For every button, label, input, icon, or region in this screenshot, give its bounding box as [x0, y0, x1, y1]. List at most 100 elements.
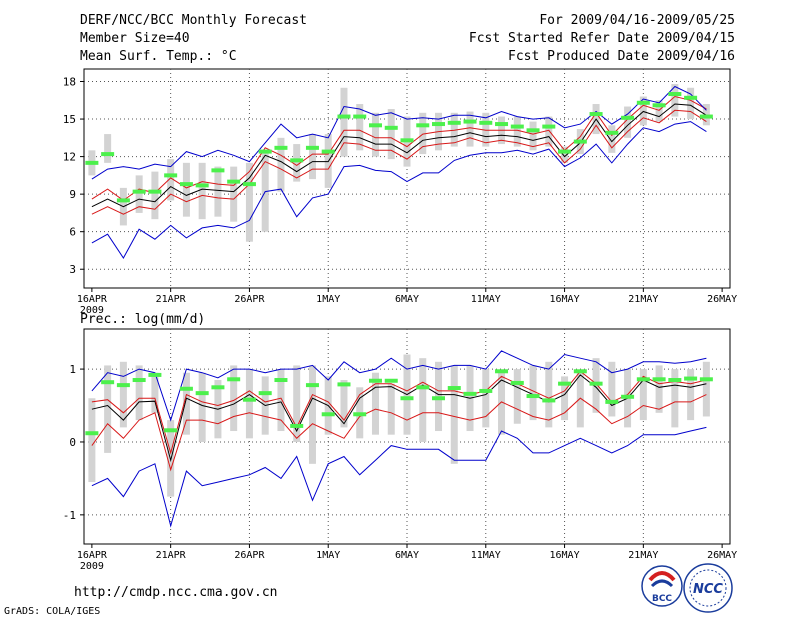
precip-range-box [387, 383, 395, 435]
precip-x-tick-label: 1MAY [316, 550, 340, 561]
precip-member-marker [621, 394, 635, 399]
temp-member-marker [479, 120, 493, 125]
precip-range-box [104, 365, 112, 453]
temp-y-tick-label: 9 [69, 188, 76, 201]
temp-range-box [419, 112, 427, 155]
temp-x-tick-label: 16APR [77, 294, 108, 305]
temp-series-mean-spread [91, 95, 707, 202]
footer-url: http://cmdp.ncc.cma.gov.cn [74, 585, 278, 600]
temp-member-marker [432, 122, 446, 127]
precipitation-panel: -1 0 1 16APR 21APR 26APR 1MAY 6MAY 11MAY 16MAY 21M… [63, 328, 737, 572]
precip-range-box [561, 376, 569, 421]
ncc-logo-text: NCC [693, 582, 723, 597]
temp-range-box [214, 166, 222, 217]
precip-member-marker [558, 381, 572, 386]
temp-range-box [198, 162, 206, 220]
temp-range-box [387, 109, 395, 160]
forecast-period: For 2009/04/16-2009/05/25 [539, 13, 735, 28]
precip-range-box [450, 365, 458, 464]
temp-member-marker [652, 103, 666, 108]
precip-range-box [198, 372, 206, 442]
temp-member-marker [321, 149, 335, 154]
temp-range-box [261, 150, 269, 232]
precip-range-box [293, 365, 301, 442]
temp-member-marker [526, 128, 540, 133]
precip-x-tick-label: 26MAY [707, 550, 737, 561]
precip-series-mean [91, 374, 707, 463]
precip-member-marker [699, 377, 713, 382]
precip-range-box [308, 365, 316, 464]
temp-range-box [135, 175, 143, 213]
temp-x-tick-label: 16MAY [550, 294, 580, 305]
bcc-logo-text: BCC [652, 594, 672, 604]
temp-y-tick-label: 15 [63, 113, 76, 126]
temp-range-box [639, 96, 647, 126]
temp-member-marker [400, 138, 414, 143]
temp-member-marker [368, 123, 382, 128]
precip-range-box [340, 380, 348, 428]
temp-member-marker [447, 120, 461, 125]
temp-x-tick-label: 21APR [156, 294, 187, 305]
temp-member-marker [148, 189, 162, 194]
temp-member-marker [495, 122, 509, 127]
precip-range-box [482, 369, 490, 428]
temp-range-box [608, 125, 616, 153]
temp-member-marker [621, 115, 635, 120]
temp-member-marker [337, 114, 351, 119]
temp-range-box [245, 162, 253, 242]
temp-range-box [671, 84, 679, 117]
temp-member-marker [573, 139, 587, 144]
bcc-logo: BCC [641, 565, 683, 607]
precip-y-tick-label: -1 [63, 509, 76, 522]
temp-member-marker [384, 125, 398, 130]
precip-member-marker [290, 423, 304, 428]
temp-range-box [655, 100, 663, 122]
precip-member-marker [510, 380, 524, 385]
temp-member-marker [132, 189, 146, 194]
precip-member-marker [321, 412, 335, 417]
precip-member-marker [479, 388, 493, 393]
temp-range-box [561, 146, 569, 163]
precip-member-marker [337, 382, 351, 387]
precip-member-marker [636, 377, 650, 382]
temp-member-marker [85, 160, 99, 165]
precip-x-tick-label: 21APR [156, 550, 187, 561]
temp-range-box [513, 116, 521, 147]
precip-range-box [277, 369, 285, 432]
temp-member-marker [179, 182, 193, 187]
precip-member-marker [227, 377, 241, 382]
temp-member-marker [510, 124, 524, 129]
temp-member-marker [636, 100, 650, 105]
temp-member-marker [211, 168, 225, 173]
precip-y-tick-label: 0 [69, 436, 76, 449]
temp-year-label: 2009 [80, 305, 104, 316]
temp-member-marker [558, 149, 572, 154]
temp-member-marker [227, 179, 241, 184]
temp-member-marker [542, 124, 556, 129]
precip-range-box [545, 361, 553, 428]
precip-range-box [230, 365, 238, 432]
temp-series-mean [91, 103, 707, 208]
precip-series-mean-spread [91, 370, 707, 455]
precip-range-box [498, 372, 506, 435]
precip-series-mean-spread [91, 394, 707, 472]
precip-member-marker [384, 378, 398, 383]
precip-range-box [687, 369, 695, 421]
temp-variable-label: Mean Surf. Temp.: °C [80, 49, 237, 64]
temp-range-box [466, 111, 474, 147]
temp-range-box [277, 137, 285, 192]
temp-range-box [529, 121, 537, 151]
temp-range-box [340, 87, 348, 157]
precip-member-marker [164, 428, 178, 433]
precip-series-ensemble-min [91, 426, 707, 528]
temp-member-marker [605, 130, 619, 135]
precip-member-marker [242, 397, 256, 402]
temp-range-box [230, 166, 238, 222]
temp-range-box [545, 116, 553, 147]
temp-series-mean-spread [91, 109, 707, 215]
temp-range-box [356, 104, 364, 151]
temp-member-marker [589, 112, 603, 117]
precip-member-marker [274, 378, 288, 383]
precip-member-marker [195, 391, 209, 396]
